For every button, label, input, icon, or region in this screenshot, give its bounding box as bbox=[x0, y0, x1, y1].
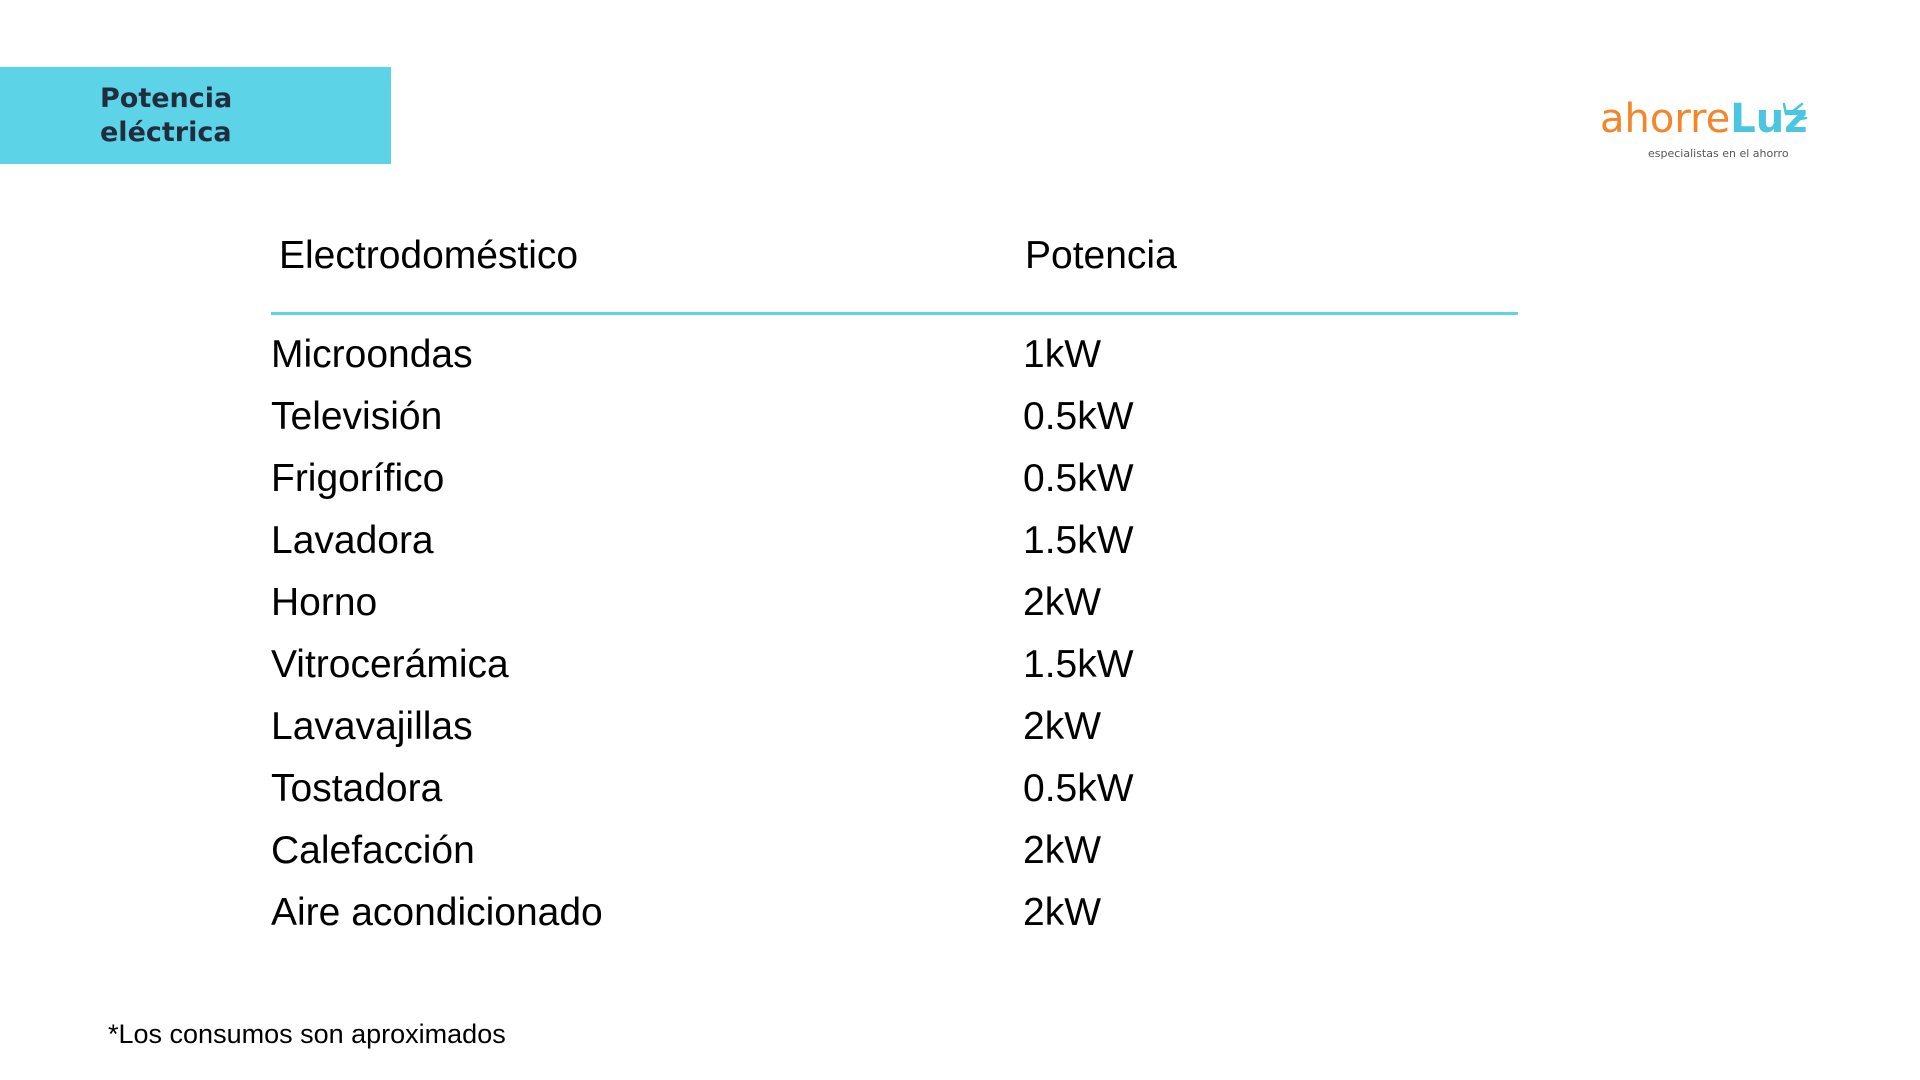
logo-sparks bbox=[1782, 102, 1808, 122]
column-header: Potencia bbox=[1025, 234, 1177, 277]
power-cell: 2kW bbox=[1023, 581, 1101, 624]
appliance-cell: Aire acondicionado bbox=[271, 891, 603, 934]
appliance-cell: Televisión bbox=[271, 395, 443, 438]
header-band bbox=[0, 67, 391, 164]
power-cell: 0.5kW bbox=[1023, 457, 1134, 500]
appliance-cell: Frigorífico bbox=[271, 457, 445, 500]
appliance-cell: Vitrocerámica bbox=[271, 643, 509, 686]
power-cell: 1kW bbox=[1023, 333, 1101, 376]
appliance-cell: Calefacción bbox=[271, 829, 475, 872]
header-title: Potencia eléctrica bbox=[100, 83, 233, 148]
appliance-cell: Lavadora bbox=[271, 519, 434, 562]
power-cell: 2kW bbox=[1023, 829, 1101, 872]
logo-text: ahorre bbox=[1600, 96, 1731, 142]
power-cell: 2kW bbox=[1023, 705, 1101, 748]
appliance-cell: Horno bbox=[271, 581, 378, 624]
footnote: *Los consumos son aproximados bbox=[108, 1019, 506, 1049]
appliance-cell: Lavavajillas bbox=[271, 705, 473, 748]
header-rule bbox=[271, 312, 1518, 315]
power-cell: 0.5kW bbox=[1023, 767, 1134, 810]
logo-tagline: especialistas en el ahorro bbox=[1648, 147, 1789, 160]
power-cell: 2kW bbox=[1023, 891, 1101, 934]
power-cell: 1.5kW bbox=[1023, 643, 1134, 686]
appliance-cell: Tostadora bbox=[271, 767, 443, 810]
power-cell: 0.5kW bbox=[1023, 395, 1134, 438]
column-header: Electrodoméstico bbox=[279, 234, 579, 277]
logo: ahorreLuz bbox=[1600, 96, 1808, 142]
power-cell: 1.5kW bbox=[1023, 519, 1134, 562]
appliance-cell: Microondas bbox=[271, 333, 473, 376]
